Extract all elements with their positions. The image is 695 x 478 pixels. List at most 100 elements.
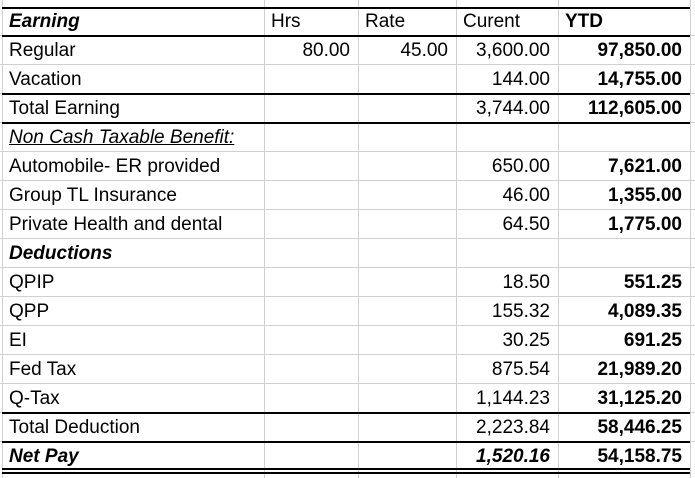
current-cell[interactable]: 3,600.00	[476, 39, 550, 61]
total-deduction-bottom-border	[2, 441, 690, 443]
current-cell[interactable]	[456, 123, 558, 152]
current-cell[interactable]: 155.32	[491, 300, 550, 322]
hrs-cell[interactable]	[264, 297, 358, 326]
hrs-cell[interactable]	[264, 268, 358, 297]
row-total-earning: Total Earning 3,744.00 112,605.00	[2, 94, 690, 123]
current-cell[interactable]: 2,223.84	[476, 416, 550, 438]
row-automobile: Automobile- ER provided 650.00 7,621.00	[2, 152, 690, 181]
ytd-cell[interactable]	[558, 123, 690, 152]
label-cell[interactable]: QPP	[9, 300, 50, 322]
row-fed-tax: Fed Tax 875.54 21,989.20	[2, 355, 690, 384]
hrs-cell[interactable]	[264, 152, 358, 181]
earning-header-cell[interactable]: Earning	[9, 10, 80, 32]
ytd-cell[interactable]	[558, 239, 690, 268]
rate-cell[interactable]	[358, 123, 456, 152]
ytd-cell[interactable]: 54,158.75	[597, 445, 682, 467]
rate-cell[interactable]	[358, 384, 456, 413]
row-qpip: QPIP 18.50 551.25	[2, 268, 690, 297]
table-top-border	[2, 7, 690, 9]
ytd-cell[interactable]: 551.25	[623, 271, 682, 293]
label-cell[interactable]: Net Pay	[9, 445, 79, 467]
rate-cell[interactable]	[358, 239, 456, 268]
ytd-cell[interactable]: 4,089.35	[608, 300, 682, 322]
hrs-cell[interactable]	[264, 326, 358, 355]
ytd-cell[interactable]: 7,621.00	[608, 155, 682, 177]
current-cell[interactable]: 64.50	[502, 213, 550, 235]
ytd-cell[interactable]: 1,775.00	[608, 213, 682, 235]
ytd-cell[interactable]: 112,605.00	[587, 97, 682, 119]
hrs-cell[interactable]	[264, 355, 358, 384]
hrs-cell[interactable]	[264, 181, 358, 210]
hrs-cell[interactable]	[264, 65, 358, 94]
current-cell[interactable]: 46.00	[502, 184, 550, 206]
current-header-cell[interactable]: Curent	[463, 10, 521, 32]
ytd-cell[interactable]: 14,755.00	[597, 68, 682, 90]
hrs-cell[interactable]	[264, 123, 358, 152]
label-cell[interactable]: QPIP	[9, 271, 55, 293]
row-non-cash-benefit: Non Cash Taxable Benefit:	[2, 123, 690, 152]
ytd-cell[interactable]: 21,989.20	[597, 358, 682, 380]
label-cell[interactable]: Non Cash Taxable Benefit:	[9, 126, 235, 148]
label-cell[interactable]: Automobile- ER provided	[9, 155, 221, 177]
row-ei: EI 30.25 691.25	[2, 326, 690, 355]
label-cell[interactable]: Group TL Insurance	[9, 184, 177, 206]
label-cell[interactable]: Regular	[9, 39, 76, 61]
current-cell[interactable]: 3,744.00	[476, 97, 550, 119]
ytd-header-cell[interactable]: YTD	[565, 10, 603, 32]
row-private-health: Private Health and dental 64.50 1,775.00	[2, 210, 690, 239]
rate-cell[interactable]: 45.00	[400, 39, 448, 61]
rate-cell[interactable]	[358, 297, 456, 326]
net-pay-double-border-top	[2, 468, 690, 470]
rate-cell[interactable]	[358, 413, 456, 442]
rate-header-cell[interactable]: Rate	[365, 10, 406, 32]
current-cell[interactable]: 18.50	[502, 271, 550, 293]
current-cell[interactable]	[456, 239, 558, 268]
ytd-cell[interactable]: 691.25	[623, 329, 682, 351]
rate-cell[interactable]	[358, 65, 456, 94]
current-cell[interactable]: 30.25	[502, 329, 550, 351]
current-cell[interactable]: 144.00	[491, 68, 550, 90]
hrs-cell[interactable]: 80.00	[302, 39, 350, 61]
rate-cell[interactable]	[358, 355, 456, 384]
row-qpp: QPP 155.32 4,089.35	[2, 297, 690, 326]
header-bottom-border	[2, 35, 690, 37]
hrs-cell[interactable]	[264, 442, 358, 471]
hrs-cell[interactable]	[264, 239, 358, 268]
rate-cell[interactable]	[358, 152, 456, 181]
ytd-cell[interactable]: 58,446.25	[597, 416, 682, 438]
rate-cell[interactable]	[358, 181, 456, 210]
hrs-cell[interactable]	[264, 384, 358, 413]
label-cell[interactable]: Deductions	[9, 242, 113, 264]
rate-cell[interactable]	[358, 442, 456, 471]
net-pay-double-border-bottom	[2, 472, 690, 474]
rate-cell[interactable]	[358, 268, 456, 297]
vacation-bottom-border	[2, 93, 690, 95]
current-cell[interactable]: 1,144.23	[476, 387, 550, 409]
label-cell[interactable]: Fed Tax	[9, 358, 77, 380]
row-deductions: Deductions	[2, 239, 690, 268]
current-cell[interactable]: 875.54	[491, 358, 550, 380]
header-row: Earning Hrs Rate Curent YTD	[2, 7, 690, 36]
rate-cell[interactable]	[358, 210, 456, 239]
row-vacation: Vacation 144.00 14,755.00	[2, 65, 690, 94]
label-cell[interactable]: EI	[9, 329, 27, 351]
rate-cell[interactable]	[358, 326, 456, 355]
row-net-pay: Net Pay 1,520.16 54,158.75	[2, 442, 690, 471]
ytd-cell[interactable]: 31,125.20	[597, 387, 682, 409]
current-cell[interactable]: 650.00	[491, 155, 550, 177]
hrs-cell[interactable]	[264, 94, 358, 123]
pay-statement-table: Earning Hrs Rate Curent YTD Regular 80.0…	[2, 7, 690, 471]
label-cell[interactable]: Private Health and dental	[9, 213, 223, 235]
label-cell[interactable]: Q-Tax	[9, 387, 60, 409]
current-cell[interactable]: 1,520.16	[476, 445, 550, 467]
label-cell[interactable]: Total Earning	[9, 97, 120, 119]
hrs-header-cell[interactable]: Hrs	[271, 10, 301, 32]
label-cell[interactable]: Total Deduction	[9, 416, 140, 438]
ytd-cell[interactable]: 1,355.00	[608, 184, 682, 206]
hrs-cell[interactable]	[264, 210, 358, 239]
hrs-cell[interactable]	[264, 413, 358, 442]
label-cell[interactable]: Vacation	[9, 68, 82, 90]
ytd-cell[interactable]: 97,850.00	[597, 39, 682, 61]
rate-cell[interactable]	[358, 94, 456, 123]
